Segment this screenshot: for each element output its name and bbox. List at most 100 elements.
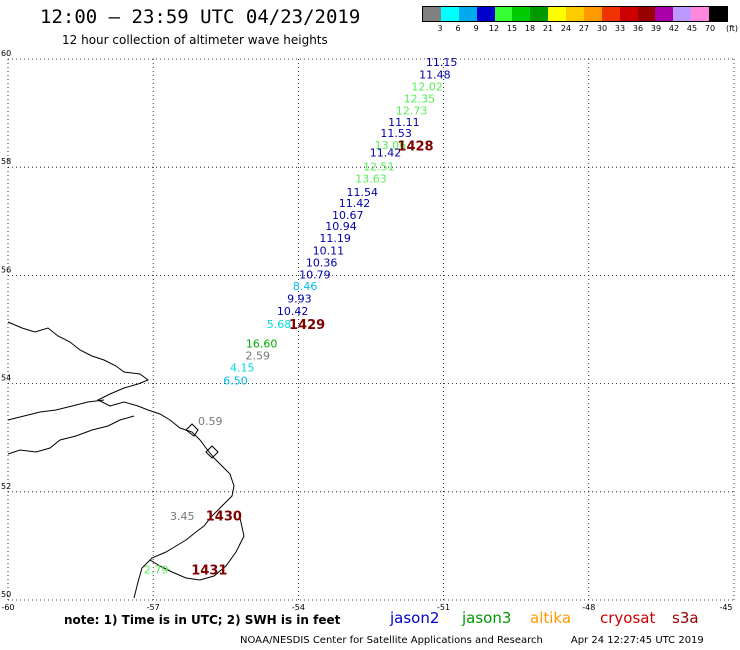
legend-label: 9 — [473, 24, 479, 33]
wave-height-label: 11.19 — [319, 232, 351, 245]
pass-time-label: 1430 — [206, 510, 242, 525]
wave-height-label: 0.59 — [198, 415, 223, 428]
wave-height-label: 12.51 — [363, 161, 395, 174]
wave-height-label: 8.46 — [293, 280, 318, 293]
color-legend: 3 6 9 12 15 18 21 24 27 30 33 36 39 42 45 70 (ft) — [422, 6, 738, 34]
wave-height-label: 12.02 — [411, 81, 443, 94]
legend-swatch — [440, 7, 459, 21]
wave-height-label: 5.68 — [267, 318, 292, 331]
satellite-label-s3a: s3a — [672, 609, 699, 627]
wave-height-label: 16.60 — [246, 338, 278, 351]
legend-label: 21 — [542, 24, 554, 33]
pass-time-label: 1429 — [289, 318, 325, 333]
longitude-tick-label: -51 — [437, 603, 450, 612]
coastline-labrador — [7, 321, 235, 599]
legend-swatch — [601, 7, 620, 21]
longitude-labels: -60 -57 -54 -51 -48 -45 — [1, 603, 732, 612]
legend-label: 33 — [614, 24, 626, 33]
wave-height-label: 10.79 — [299, 268, 331, 281]
wave-height-label: 10.11 — [313, 245, 345, 258]
wave-height-label: 10.42 — [277, 305, 309, 318]
coastline-inner — [7, 399, 105, 421]
legend-label: 15 — [506, 24, 518, 33]
latitude-tick-label: 56 — [1, 265, 11, 274]
legend-labels: 3 6 9 12 15 18 21 24 27 30 33 36 39 42 45 70 (ft) — [422, 22, 738, 34]
legend-label: 45 — [686, 24, 698, 33]
wave-height-label: 12.35 — [404, 92, 436, 105]
wave-height-label: 10.94 — [325, 220, 357, 233]
pass-time-labels: 1428 1429 1430 1431 — [191, 140, 433, 579]
legend-label: 42 — [668, 24, 680, 33]
wave-height-label: 11.11 — [388, 116, 420, 129]
legend-swatches — [422, 6, 728, 22]
wave-height-label: 10.67 — [332, 209, 364, 222]
longitude-tick-label: -60 — [1, 603, 14, 612]
coastline — [7, 321, 245, 599]
map-subtitle: 12 hour collection of altimeter wave hei… — [62, 33, 328, 47]
wave-height-label: 2.59 — [245, 349, 270, 362]
legend-swatch — [512, 7, 531, 21]
legend-swatch — [423, 7, 441, 21]
coastline-islands — [149, 517, 245, 581]
wave-height-label: 13.06 — [375, 139, 407, 152]
wave-height-label: 11.48 — [419, 69, 451, 82]
wave-height-label: 11.42 — [339, 197, 371, 210]
graticule — [7, 58, 735, 601]
legend-label: 39 — [650, 24, 662, 33]
wave-height-label: 4.15 — [230, 361, 255, 374]
coastline-small-2 — [205, 445, 219, 459]
legend-swatch — [637, 7, 656, 21]
latitude-tick-label: 60 — [1, 49, 11, 58]
satellite-label-jason3: jason3 — [462, 609, 512, 627]
legend-label: 12 — [488, 24, 500, 33]
legend-swatch — [458, 7, 477, 21]
legend-swatch — [476, 7, 495, 21]
longitude-tick-label: -48 — [582, 603, 595, 612]
legend-label: 70 — [704, 24, 716, 33]
latitude-tick-label: 58 — [1, 157, 11, 166]
legend-swatch — [530, 7, 549, 21]
wave-height-observations: 11.1511.4812.0212.3512.7311.1111.5313.06… — [144, 56, 458, 576]
latitude-labels: 60 58 56 54 52 50 — [1, 49, 11, 599]
wave-height-label: 11.54 — [347, 186, 379, 199]
legend-swatch — [619, 7, 638, 21]
wave-height-label: 2.79 — [144, 564, 169, 577]
pass-time-label: 1428 — [397, 140, 433, 155]
legend-swatch — [691, 7, 709, 21]
legend-swatch — [709, 7, 727, 21]
satellite-label-jason2: jason2 — [390, 609, 440, 627]
legend-label: 3 — [437, 24, 443, 33]
wave-height-label: 13.63 — [355, 173, 387, 186]
wave-height-label: 11.53 — [380, 127, 412, 140]
pass-time-label: 1431 — [191, 564, 227, 579]
longitude-tick-label: -57 — [147, 603, 160, 612]
wave-height-label: 9.93 — [287, 293, 312, 306]
wave-height-label: 12.73 — [396, 104, 428, 117]
latitude-tick-label: 52 — [1, 482, 11, 491]
legend-label: 27 — [578, 24, 590, 33]
wave-height-label: 11.42 — [370, 147, 402, 160]
coastline-small — [185, 423, 199, 437]
legend-swatch — [494, 7, 513, 21]
footer-credit: NOAA/NESDIS Center for Satellite Applica… — [240, 635, 543, 646]
legend-label: 6 — [455, 24, 461, 33]
legend-swatch — [655, 7, 674, 21]
legend-label: 36 — [632, 24, 644, 33]
latitude-tick-label: 54 — [1, 374, 11, 383]
wave-height-label: 6.50 — [223, 374, 248, 387]
legend-label: 18 — [524, 24, 536, 33]
legend-swatch — [583, 7, 602, 21]
longitude-tick-label: -54 — [292, 603, 305, 612]
satellite-label-cryosat: cryosat — [600, 609, 656, 627]
footer-timestamp: Apr 24 12:27:45 UTC 2019 — [570, 635, 704, 646]
wave-height-label: 10.36 — [306, 256, 338, 269]
legend-label: 30 — [596, 24, 608, 33]
longitude-tick-label: -45 — [719, 603, 732, 612]
wave-height-label: 11.15 — [426, 56, 458, 69]
legend-label: 24 — [560, 24, 572, 33]
latitude-tick-label: 50 — [1, 590, 11, 599]
legend-swatch — [548, 7, 566, 21]
legend-swatch — [566, 7, 584, 21]
